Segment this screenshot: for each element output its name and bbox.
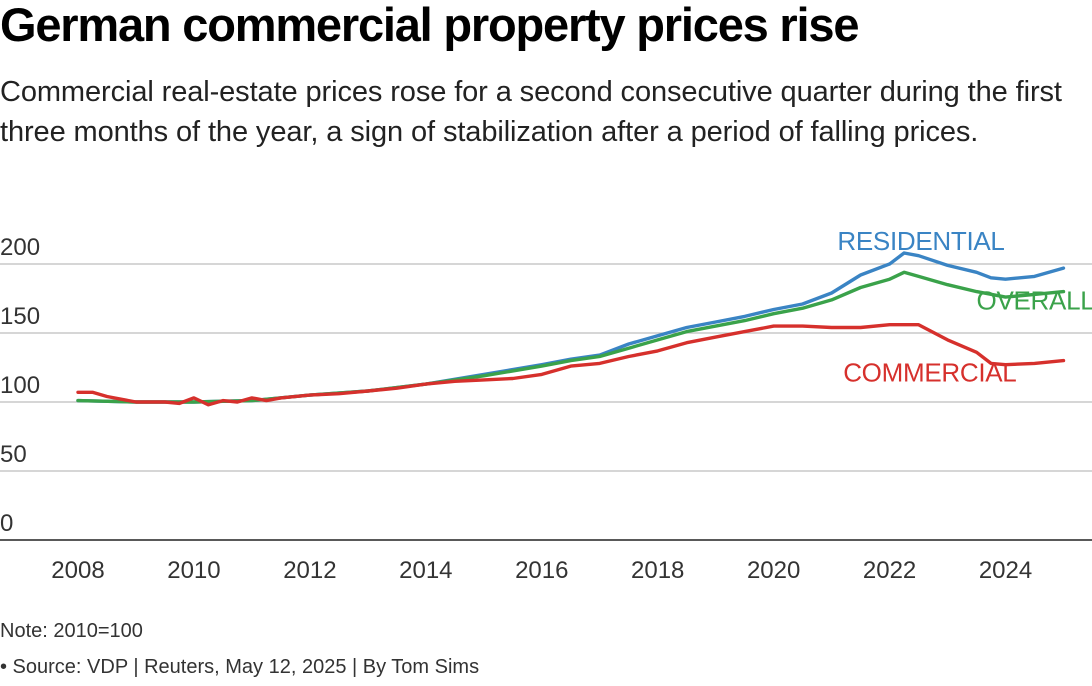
line-chart: 0 50 100 150 200 2008 2010 2012 2014 2016 2018 2020… [0, 226, 1092, 584]
page-title: German commercial property prices rise [0, 0, 859, 51]
y-tick-label-50: 50 [0, 441, 27, 468]
x-tick-label-2010: 2010 [167, 557, 220, 584]
x-tick-label-2022: 2022 [863, 557, 916, 584]
x-tick-label-2012: 2012 [283, 557, 336, 584]
series-line-commercial [76, 323, 1066, 407]
x-tick-label-2016: 2016 [515, 557, 568, 584]
page-subtitle: Commercial real-estate prices rose for a… [0, 76, 1062, 148]
x-tick-label-2008: 2008 [51, 557, 104, 584]
series-label-commercial: COMMERCIAL [843, 357, 1016, 387]
series-label-overall: OVERALL [977, 286, 1092, 316]
y-tick-label-0: 0 [0, 510, 13, 537]
x-tick-label-2014: 2014 [399, 557, 452, 584]
y-tick-label-200: 200 [0, 234, 40, 261]
x-tick-label-2024: 2024 [979, 557, 1032, 584]
y-tick-label-100: 100 [0, 372, 40, 399]
series-label-residential: RESIDENTIAL [837, 226, 1004, 256]
chart-note: Note: 2010=100 [0, 620, 143, 642]
x-tick-label-2018: 2018 [631, 557, 684, 584]
x-tick-label-2020: 2020 [747, 557, 800, 584]
chart-source: • Source: VDP | Reuters, May 12, 2025 | … [0, 656, 480, 678]
y-tick-label-150: 150 [0, 303, 40, 330]
